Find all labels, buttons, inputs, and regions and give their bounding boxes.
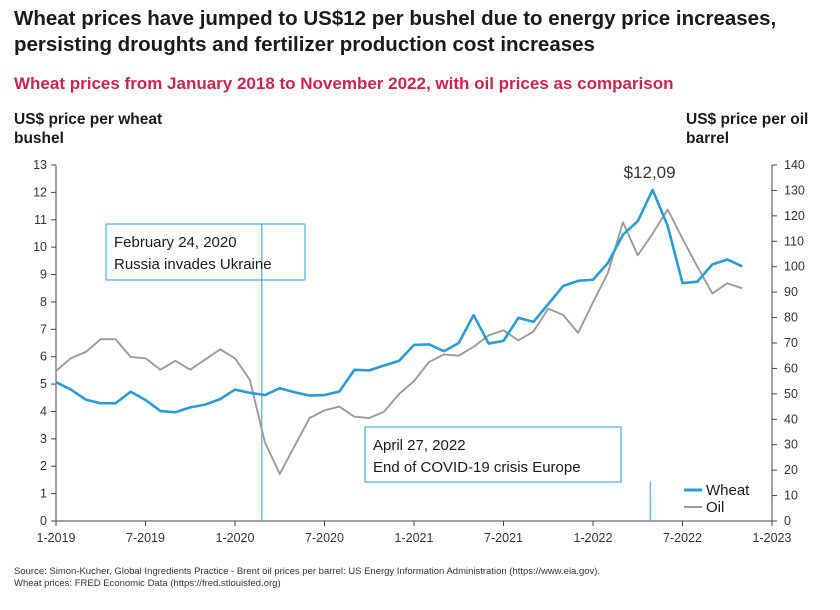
x-tick-label: 1-2022	[574, 531, 613, 545]
y-tick-left-label: 0	[40, 514, 47, 528]
chart-title: Wheat prices have jumped to US$12 per bu…	[14, 7, 777, 56]
y-tick-right-label: 110	[784, 234, 804, 248]
annotation-box	[105, 223, 306, 281]
series-wheat-line	[55, 188, 743, 414]
x-tick-label: 7-2020	[305, 531, 344, 545]
y-tick-right-label: 20	[784, 463, 798, 477]
annotation-2: April 27, 2022 End of COVID-19 crisis Eur…	[364, 426, 651, 521]
y-tick-right-label: 70	[784, 336, 798, 350]
annotation-box	[364, 426, 622, 483]
x-tick-label: 1-2020	[216, 531, 255, 545]
y-tick-right-label: 10	[784, 489, 798, 503]
y-tick-left-label: 5	[40, 377, 47, 391]
y-tick-right-label: 50	[784, 387, 798, 401]
legend-label-wheat: Wheat	[706, 482, 750, 499]
y-tick-right-label: 80	[784, 311, 798, 325]
source-line-1: Source: Simon-Kucher, Global Ingredients…	[14, 566, 601, 577]
x-tick-label: 7-2019	[126, 531, 165, 545]
y-tick-left-label: 6	[40, 350, 47, 364]
y-tick-right-label: 120	[784, 209, 805, 223]
annotation-event: Russia invades Ukraine	[114, 256, 272, 273]
source-note: Source: Simon-Kucher, Global Ingredients…	[14, 566, 600, 590]
annotation-date: February 24, 2020	[114, 234, 237, 251]
x-tick-label: 7-2022	[663, 531, 702, 545]
y-tick-right-label: 40	[784, 412, 798, 426]
y-axis-label-left: US$ price per wheat bushel	[14, 111, 163, 147]
series-lines	[55, 188, 743, 475]
x-tick-label: 1-2023	[753, 531, 792, 545]
peak-label: $12,09	[624, 163, 676, 182]
y-tick-right-label: 60	[784, 361, 798, 375]
y-tick-left-label: 7	[40, 322, 47, 336]
legend-label-oil: Oil	[706, 499, 724, 516]
y-tick-right-label: 130	[784, 183, 805, 197]
y-tick-left-label: 2	[40, 459, 47, 473]
y-tick-left-label: 9	[40, 268, 47, 282]
annotation-event: End of COVID-19 crisis Europe	[373, 459, 581, 476]
y-tick-right-label: 30	[784, 438, 798, 452]
y-tick-right-label: 0	[784, 514, 791, 528]
y-tick-right-label: 90	[784, 285, 798, 299]
y-tick-left-label: 4	[40, 404, 47, 418]
x-tick-label: 1-2019	[37, 531, 76, 545]
y-axis-label-right: US$ price per oil barrel	[686, 111, 809, 147]
y-tick-left-label: 1	[40, 487, 47, 501]
series-oil-line	[55, 208, 743, 475]
y-tick-right-label: 140	[784, 158, 805, 172]
y-tick-left-label: 12	[33, 185, 47, 199]
y-tick-left-label: 3	[40, 432, 47, 446]
y-tick-right-label: 100	[784, 260, 805, 274]
y-tick-left-label: 10	[33, 240, 47, 254]
y-tick-left-label: 13	[33, 158, 47, 172]
x-tick-label: 1-2021	[395, 531, 434, 545]
y-tick-left-label: 8	[40, 295, 47, 309]
annotation-date: April 27, 2022	[373, 437, 466, 454]
annotations: February 24, 2020 Russia invades Ukraine A…	[105, 223, 651, 521]
chart-subtitle: Wheat prices from January 2018 to Novemb…	[14, 74, 674, 93]
source-line-2: Wheat prices: FRED Economic Data (https:…	[14, 578, 281, 589]
x-tick-label: 7-2021	[484, 531, 523, 545]
axes: 0123456789101112130102030405060708090100…	[33, 158, 805, 545]
y-tick-left-label: 11	[34, 213, 47, 227]
chart-labels: $12,09	[624, 163, 676, 182]
annotation-1: February 24, 2020 Russia invades Ukraine	[105, 223, 306, 521]
